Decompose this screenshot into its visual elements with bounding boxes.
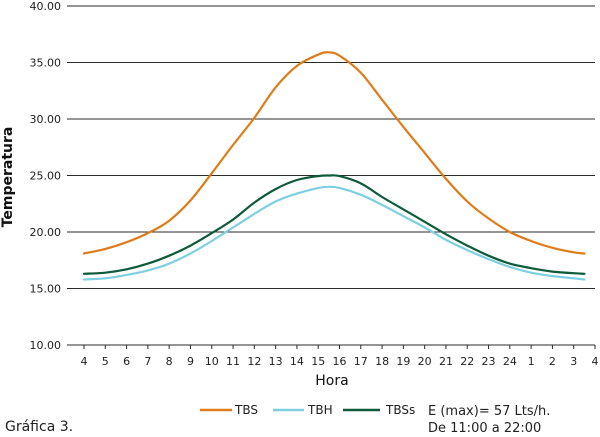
annotation-schedule: De 11:00 a 22:00 bbox=[428, 421, 541, 436]
x-tick-label: 21 bbox=[439, 355, 453, 368]
legend-label-tbss: TBSs bbox=[385, 403, 415, 417]
x-tick-label: 24 bbox=[503, 355, 517, 368]
x-axis-title: Hora bbox=[315, 373, 348, 389]
x-tick-label: 10 bbox=[205, 355, 219, 368]
x-tick-label: 6 bbox=[123, 355, 130, 368]
series-line-tbss bbox=[82, 174, 586, 275]
x-tick-label: 17 bbox=[354, 355, 368, 368]
x-tick-label: 2 bbox=[549, 355, 556, 368]
x-tick-label: 7 bbox=[144, 355, 151, 368]
x-tick-label: 15 bbox=[311, 355, 325, 368]
x-tick-label: 16 bbox=[333, 355, 347, 368]
grid-lines bbox=[67, 5, 595, 346]
x-tick-label: 18 bbox=[375, 355, 389, 368]
x-tick-label: 1 bbox=[528, 355, 535, 368]
y-tick-label: 35.00 bbox=[30, 57, 62, 70]
legend-label-tbh: TBH bbox=[307, 403, 333, 417]
x-tick-label: 22 bbox=[460, 355, 474, 368]
x-tick-label: 12 bbox=[247, 355, 261, 368]
y-axis-ticks: 10.00 15.00 20.00 25.00 30.00 35.00 40.00 bbox=[30, 0, 62, 352]
x-tick-label: 5 bbox=[102, 355, 109, 368]
x-tick-label: 19 bbox=[396, 355, 410, 368]
x-tick-label: 4 bbox=[592, 355, 599, 368]
x-tick-label: 14 bbox=[290, 355, 304, 368]
series-lines bbox=[82, 51, 586, 281]
y-tick-label: 40.00 bbox=[30, 0, 62, 13]
x-tick-label: 4 bbox=[81, 355, 88, 368]
series-line-tbh bbox=[82, 185, 586, 281]
x-tick-label: 20 bbox=[418, 355, 432, 368]
x-tick-label: 9 bbox=[187, 355, 194, 368]
figure-caption: Gráfica 3. bbox=[5, 419, 73, 435]
x-tick-label: 3 bbox=[570, 355, 577, 368]
legend: TBS TBH TBSs bbox=[200, 403, 415, 417]
y-tick-label: 25.00 bbox=[30, 170, 62, 183]
x-tick-label: 23 bbox=[482, 355, 496, 368]
x-tick-label: 13 bbox=[269, 355, 283, 368]
y-tick-label: 20.00 bbox=[30, 226, 62, 239]
y-tick-label: 30.00 bbox=[30, 113, 62, 126]
y-axis-title: Temperatura bbox=[0, 127, 16, 228]
y-tick-label: 10.00 bbox=[30, 339, 62, 352]
series-line-tbs bbox=[82, 51, 586, 255]
x-tick-label: 11 bbox=[226, 355, 240, 368]
legend-label-tbs: TBS bbox=[234, 403, 258, 417]
x-axis-ticks: 4 5 6 7 8 9 10 11 12 13 14 15 16 17 18 19 20 21 22 23 24 1 2 3 4 bbox=[81, 345, 599, 368]
x-tick-label: 8 bbox=[166, 355, 173, 368]
annotation-emax: E (max)= 57 Lts/h. bbox=[428, 404, 550, 419]
y-tick-label: 15.00 bbox=[30, 283, 62, 296]
